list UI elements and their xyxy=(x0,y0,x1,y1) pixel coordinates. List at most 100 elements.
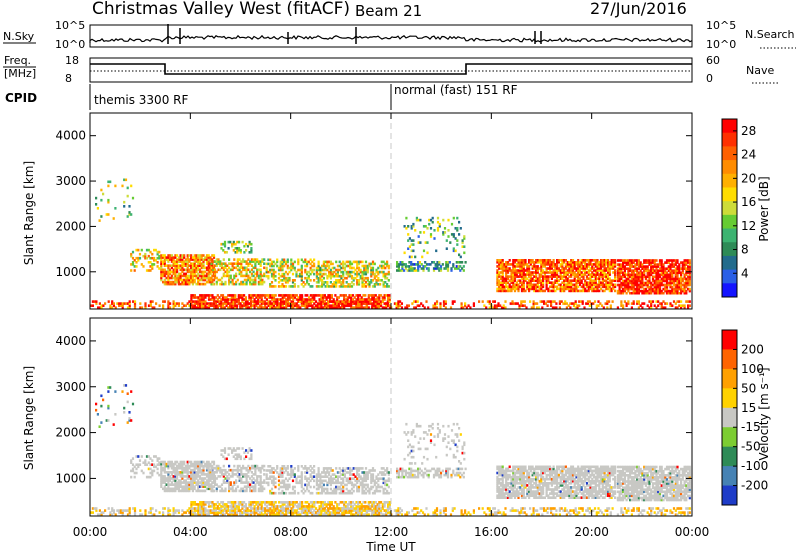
power-cell xyxy=(160,254,163,257)
power-cell xyxy=(538,279,541,282)
power-cell xyxy=(586,302,590,305)
power-cell xyxy=(658,283,662,287)
power-cell xyxy=(188,274,191,278)
velocity-cell xyxy=(131,402,135,406)
velocity-cell xyxy=(162,466,165,470)
velocity-cell xyxy=(130,419,133,422)
power-cell xyxy=(313,306,316,309)
power-cell xyxy=(286,281,289,284)
power-cell xyxy=(329,274,332,278)
power-cell xyxy=(618,263,621,266)
power-cbar-tick-label: 8 xyxy=(741,243,749,257)
velocity-cell xyxy=(317,467,320,470)
power-cell xyxy=(667,261,670,264)
velocity-cell xyxy=(229,487,232,491)
power-cell xyxy=(272,272,275,276)
power-cell xyxy=(637,259,640,262)
power-cell xyxy=(324,264,327,268)
power-cell xyxy=(513,277,517,280)
power-cell xyxy=(585,275,589,278)
power-cell xyxy=(651,271,655,275)
velocity-cell xyxy=(198,460,202,464)
power-cell xyxy=(184,304,187,307)
power-cell xyxy=(210,278,213,282)
velocity-cell xyxy=(177,479,180,482)
power-cell xyxy=(181,306,184,309)
power-cell xyxy=(508,289,511,293)
power-cell xyxy=(664,289,667,293)
velocity-cell xyxy=(107,386,110,389)
power-cell xyxy=(533,261,536,264)
velocity-cell xyxy=(252,464,255,468)
power-cell xyxy=(207,280,210,284)
power-cell xyxy=(543,261,546,264)
power-cell xyxy=(449,306,453,309)
power-cell xyxy=(662,263,665,266)
power-cbar-tick-label: 24 xyxy=(741,148,756,162)
velocity-cell xyxy=(211,471,214,474)
power-cell xyxy=(224,280,227,284)
power-cell xyxy=(446,265,450,268)
power-cell xyxy=(592,281,596,284)
power-cell xyxy=(200,258,203,261)
power-cell xyxy=(571,261,575,264)
velocity-cell xyxy=(183,481,186,484)
power-cell xyxy=(300,276,303,280)
power-cell xyxy=(387,279,390,282)
power-cell xyxy=(285,306,288,309)
power-cell xyxy=(580,267,583,270)
power-cell xyxy=(531,287,534,291)
power-cell xyxy=(301,304,304,307)
power-cell xyxy=(309,272,312,276)
power-cell xyxy=(322,272,325,276)
velocity-cell xyxy=(328,467,331,470)
power-cell xyxy=(317,262,320,266)
power-cell xyxy=(648,281,651,285)
power-cell xyxy=(346,300,349,303)
power-cell xyxy=(639,277,642,281)
power-cell xyxy=(502,304,505,307)
velocity-cell xyxy=(231,487,234,491)
power-cell xyxy=(184,280,187,284)
velocity-cell xyxy=(217,475,220,478)
power-cell xyxy=(669,259,672,262)
power-cell xyxy=(345,270,348,274)
power-cell xyxy=(248,306,251,309)
power-cell xyxy=(541,306,544,309)
power-cell xyxy=(660,277,663,281)
power-cell xyxy=(651,289,655,293)
power-cell xyxy=(655,283,658,287)
power-cell xyxy=(683,263,686,266)
power-cell xyxy=(242,260,245,263)
power-cell xyxy=(281,258,284,262)
power-cell xyxy=(190,262,193,265)
power-cell xyxy=(655,289,658,293)
power-cell xyxy=(592,275,596,278)
power-cell xyxy=(401,261,404,264)
power-cell xyxy=(197,276,200,280)
power-cell xyxy=(577,281,580,284)
power-cell xyxy=(253,304,256,307)
power-cell xyxy=(648,261,651,264)
velocity-cell xyxy=(137,463,140,466)
velocity-cell xyxy=(293,491,296,495)
power-cell xyxy=(295,302,298,305)
power-cell xyxy=(226,268,229,272)
power-cell xyxy=(309,302,312,305)
velocity-cell xyxy=(172,468,175,472)
power-cell xyxy=(646,265,649,268)
velocity-cell xyxy=(304,483,307,487)
power-cell xyxy=(643,283,646,287)
power-cell xyxy=(461,241,464,244)
power-cell xyxy=(274,300,277,303)
velocity-cell xyxy=(329,481,332,485)
power-cell xyxy=(322,276,325,280)
power-cell xyxy=(566,263,569,266)
power-cell xyxy=(251,294,254,297)
velocity-cell xyxy=(188,483,191,486)
power-cell xyxy=(347,274,350,278)
power-cell xyxy=(547,281,550,284)
velocity-cell xyxy=(307,483,310,487)
power-cell xyxy=(671,265,674,268)
